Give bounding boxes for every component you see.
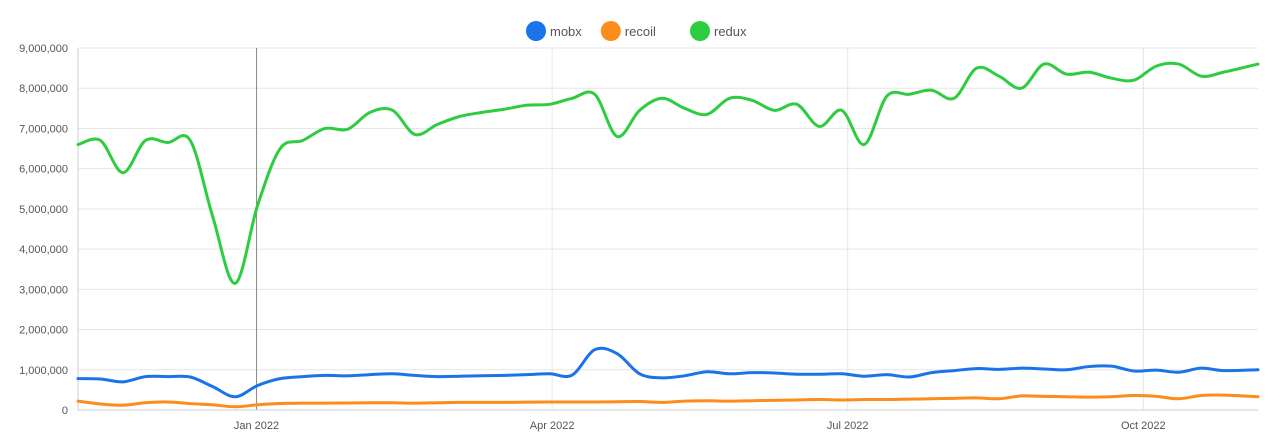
x-axis: Jan 2022 Apr 2022 Jul 2022 Oct 2022 <box>78 409 1258 432</box>
legend-label: recoil <box>625 24 656 39</box>
y-tick-label: 7,000,000 <box>19 123 68 135</box>
legend-item-mobx[interactable]: mobx <box>526 21 582 41</box>
legend-swatch <box>600 21 621 41</box>
x-tick-label: Jan 2022 <box>234 420 279 432</box>
y-tick-label: 2,000,000 <box>19 325 68 337</box>
legend-item-redux[interactable]: redux <box>690 21 747 41</box>
y-tick-label: 0 <box>62 405 68 417</box>
y-axis: 0 1,000,000 2,000,000 3,000,000 4,000,000 5,0… <box>19 43 79 417</box>
y-tick-label: 8,000,000 <box>19 83 68 95</box>
legend-label: redux <box>714 24 747 39</box>
y-tick-label: 3,000,000 <box>19 284 68 296</box>
legend-swatch <box>690 21 710 41</box>
legend-swatch <box>526 21 546 41</box>
y-tick-label: 4,000,000 <box>19 244 68 256</box>
series-group <box>76 61 1260 409</box>
series-line-redux <box>76 61 1260 285</box>
y-tick-label: 1,000,000 <box>19 365 68 377</box>
y-tick-label: 6,000,000 <box>19 164 68 176</box>
legend[interactable]: mobx recoil redux <box>526 21 747 41</box>
grid <box>78 47 1258 411</box>
y-tick-label: 5,000,000 <box>19 204 68 216</box>
x-tick-label: Oct 2022 <box>1121 420 1166 432</box>
x-tick-label: Apr 2022 <box>530 420 575 432</box>
y-tick-label: 9,000,000 <box>19 43 68 55</box>
legend-label: mobx <box>550 24 582 39</box>
series-line-mobx <box>76 346 1260 399</box>
series-line-recoil <box>76 393 1260 409</box>
x-tick-label: Jul 2022 <box>827 420 869 432</box>
legend-item-recoil[interactable]: recoil <box>600 21 656 41</box>
